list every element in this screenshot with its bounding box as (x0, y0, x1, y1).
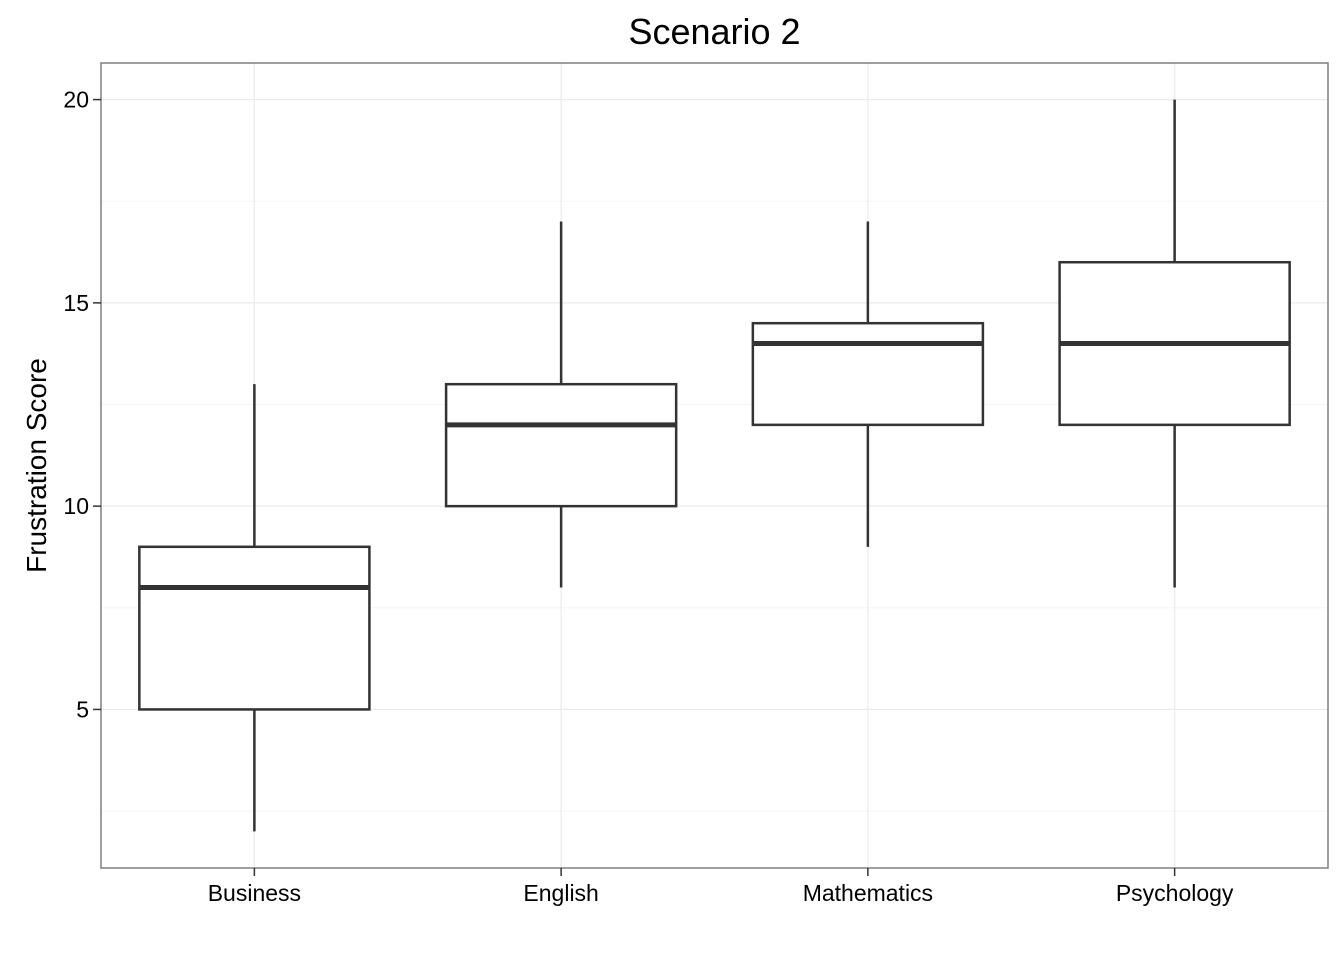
x-tick-label-0: Business (208, 880, 301, 906)
iqr-box (751, 321, 985, 427)
axes: 5 10 15 20 Business English Mathematics Psychol… (63, 87, 1234, 906)
box-mathematics (751, 221, 985, 547)
box-english (444, 221, 678, 588)
panel-border (100, 62, 1329, 869)
iqr-box (138, 545, 371, 711)
x-tick-label-1: English (523, 880, 598, 906)
y-tick-label-0: 5 (76, 696, 89, 722)
y-tick-label-1: 10 (63, 493, 89, 519)
box-series (138, 99, 1291, 832)
grid-lines (101, 63, 1328, 868)
box-psychology (1058, 99, 1291, 588)
y-axis-label: Frustration Score (21, 358, 52, 573)
iqr-box (444, 382, 678, 508)
y-tick-label-3: 20 (63, 87, 89, 113)
y-tick-label-2: 15 (63, 290, 89, 316)
x-tick-label-3: Psychology (1116, 880, 1234, 906)
box-business (138, 384, 371, 832)
x-tick-label-2: Mathematics (803, 880, 933, 906)
chart-title: Scenario 2 (628, 11, 800, 52)
